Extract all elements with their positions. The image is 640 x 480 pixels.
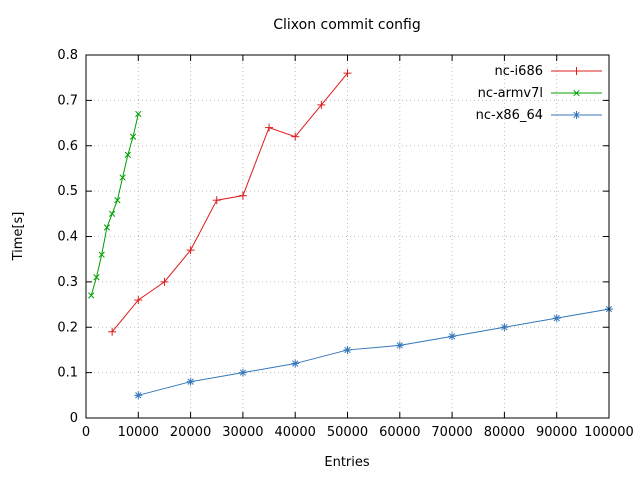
x-tick-labels: 0 10000 20000 30000 40000 50000 60000 70000 8000… (82, 425, 634, 440)
svg-text:0.3: 0.3 (57, 275, 78, 290)
plot-area: 0 10000 20000 30000 40000 50000 60000 70000 8000… (57, 48, 634, 440)
svg-text:0.6: 0.6 (57, 139, 78, 154)
svg-text:100000: 100000 (584, 425, 634, 440)
svg-text:0.1: 0.1 (57, 366, 78, 381)
legend-label-nc-armv7l: nc-armv7l (478, 86, 543, 101)
svg-text:0.2: 0.2 (57, 320, 78, 335)
svg-text:0: 0 (82, 425, 90, 440)
svg-text:70000: 70000 (431, 425, 472, 440)
svg-text:0: 0 (70, 411, 78, 426)
y-axis-label: Time[s] (11, 212, 26, 262)
y-tick-labels: 0 0.1 0.2 0.3 0.4 0.5 0.6 0.7 0.8 (57, 48, 78, 426)
legend-sample-nc-armv7l (551, 89, 602, 97)
svg-text:60000: 60000 (379, 425, 420, 440)
svg-text:0.7: 0.7 (57, 93, 78, 108)
legend-label-nc-x86_64: nc-x86_64 (476, 108, 543, 123)
legend-label-nc-i686: nc-i686 (494, 64, 543, 79)
tick-marks (85, 54, 610, 419)
series-nc-i686 (108, 69, 352, 336)
legend: nc-i686 nc-armv7l nc-x86_64 (476, 64, 602, 123)
chart-title: Clixon commit config (273, 17, 421, 33)
svg-text:0.5: 0.5 (57, 184, 78, 199)
svg-text:50000: 50000 (327, 425, 368, 440)
svg-text:80000: 80000 (484, 425, 525, 440)
series-nc-armv7l (88, 110, 142, 299)
legend-sample-nc-i686 (551, 67, 602, 75)
svg-text:20000: 20000 (170, 425, 211, 440)
series-nc-x86_64 (134, 305, 613, 400)
svg-text:0.8: 0.8 (57, 48, 78, 63)
svg-text:40000: 40000 (275, 425, 316, 440)
x-axis-label: Entries (324, 455, 370, 470)
svg-text:10000: 10000 (118, 425, 159, 440)
svg-text:90000: 90000 (536, 425, 577, 440)
svg-text:30000: 30000 (222, 425, 263, 440)
legend-sample-nc-x86_64 (551, 111, 602, 119)
svg-text:0.4: 0.4 (57, 230, 78, 245)
